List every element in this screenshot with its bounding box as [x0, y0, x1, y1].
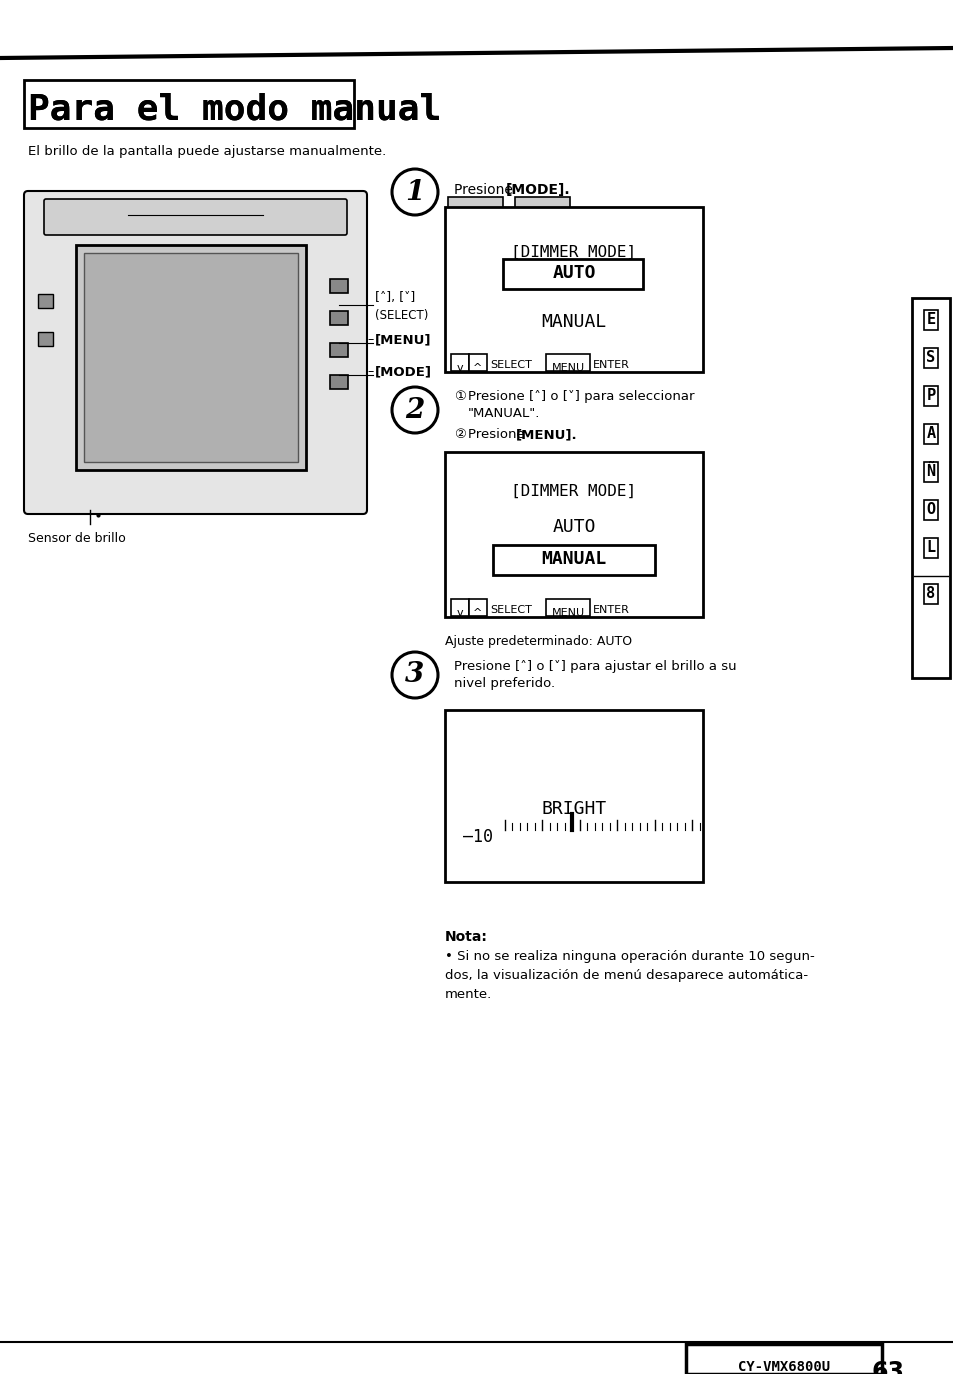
FancyBboxPatch shape — [545, 599, 589, 616]
Bar — [38, 333, 53, 346]
Text: E: E — [925, 312, 935, 327]
FancyBboxPatch shape — [44, 199, 347, 235]
Text: • Si no se realiza ninguna operación durante 10 segun-
dos, la visualización de : • Si no se realiza ninguna operación dur… — [444, 949, 814, 1002]
Circle shape — [392, 653, 437, 698]
Text: Presione [˄] o [˅] para seleccionar: Presione [˄] o [˅] para seleccionar — [468, 390, 694, 403]
Bar — [515, 196, 569, 209]
Text: nivel preferido.: nivel preferido. — [454, 677, 555, 690]
Bar — [330, 375, 348, 389]
Text: [MODE]: [MODE] — [375, 365, 432, 378]
Text: Ñ: Ñ — [925, 464, 935, 480]
Text: 8: 8 — [925, 587, 935, 602]
Text: v: v — [456, 363, 463, 372]
Bar — [330, 344, 348, 357]
Bar — [444, 207, 702, 372]
Text: MANUAL: MANUAL — [540, 313, 606, 331]
Text: (SELECT): (SELECT) — [375, 309, 428, 322]
FancyBboxPatch shape — [24, 191, 367, 514]
Text: 63: 63 — [871, 1360, 903, 1374]
FancyBboxPatch shape — [24, 80, 354, 128]
Text: Para el modo manual: Para el modo manual — [28, 92, 441, 126]
Text: ②: ② — [454, 427, 465, 441]
Text: A: A — [925, 426, 935, 441]
Text: O: O — [925, 503, 935, 518]
Bar — [76, 245, 306, 470]
Bar — [493, 545, 655, 574]
Text: Para el modo manual: Para el modo manual — [28, 92, 441, 126]
Text: –: – — [367, 333, 373, 346]
Bar — [84, 253, 297, 462]
Text: AUTO: AUTO — [552, 518, 595, 536]
Text: AUTO: AUTO — [552, 264, 595, 282]
Text: [MODE].: [MODE]. — [505, 183, 570, 196]
Circle shape — [392, 387, 437, 433]
Text: BRIGHT: BRIGHT — [540, 800, 606, 818]
Text: Sensor de brillo: Sensor de brillo — [28, 532, 126, 545]
Text: Nota:: Nota: — [444, 930, 487, 944]
Text: MENU: MENU — [551, 363, 584, 372]
FancyBboxPatch shape — [451, 599, 469, 616]
Text: "MANUAL".: "MANUAL". — [468, 407, 539, 420]
Text: 2: 2 — [405, 397, 424, 423]
FancyBboxPatch shape — [469, 354, 486, 371]
Bar — [38, 294, 53, 308]
Text: 1: 1 — [405, 179, 424, 206]
Text: ^: ^ — [473, 363, 482, 372]
Text: [DIMMER MODE]: [DIMMER MODE] — [511, 245, 636, 260]
Text: [MENU].: [MENU]. — [516, 427, 577, 441]
Text: S: S — [925, 350, 935, 365]
Text: [DIMMER MODE]: [DIMMER MODE] — [511, 484, 636, 499]
Bar — [685, 1344, 882, 1374]
Text: SELECT: SELECT — [490, 360, 532, 370]
Text: –10: –10 — [462, 829, 493, 846]
Bar — [911, 298, 949, 677]
Text: Ajuste predeterminado: AUTO: Ajuste predeterminado: AUTO — [444, 635, 632, 649]
Text: P: P — [925, 389, 935, 404]
FancyBboxPatch shape — [451, 354, 469, 371]
Text: L: L — [925, 540, 935, 555]
Text: v: v — [456, 609, 463, 618]
Text: ①: ① — [454, 390, 465, 403]
FancyBboxPatch shape — [545, 354, 589, 371]
Text: MANUAL: MANUAL — [540, 550, 606, 567]
Bar — [330, 279, 348, 293]
Bar — [444, 710, 702, 882]
Bar — [330, 311, 348, 326]
Text: –: – — [367, 365, 373, 378]
Bar — [502, 260, 642, 289]
Text: 3: 3 — [405, 661, 424, 688]
Text: CY-VMX6800U: CY-VMX6800U — [738, 1360, 829, 1374]
Bar — [448, 196, 502, 209]
Text: ^: ^ — [473, 609, 482, 618]
Circle shape — [392, 169, 437, 214]
Text: Presione: Presione — [468, 427, 529, 441]
FancyBboxPatch shape — [469, 599, 486, 616]
Bar — [444, 452, 702, 617]
Text: Presione [˄] o [˅] para ajustar el brillo a su: Presione [˄] o [˅] para ajustar el brill… — [454, 660, 736, 673]
Text: El brillo de la pantalla puede ajustarse manualmente.: El brillo de la pantalla puede ajustarse… — [28, 146, 386, 158]
Text: [MENU]: [MENU] — [375, 333, 431, 346]
Text: SELECT: SELECT — [490, 605, 532, 616]
Text: ENTER: ENTER — [593, 605, 629, 616]
Text: Presione: Presione — [454, 183, 517, 196]
Text: MENU: MENU — [551, 609, 584, 618]
Text: ENTER: ENTER — [593, 360, 629, 370]
Text: [˄], [˅]: [˄], [˅] — [375, 291, 415, 304]
